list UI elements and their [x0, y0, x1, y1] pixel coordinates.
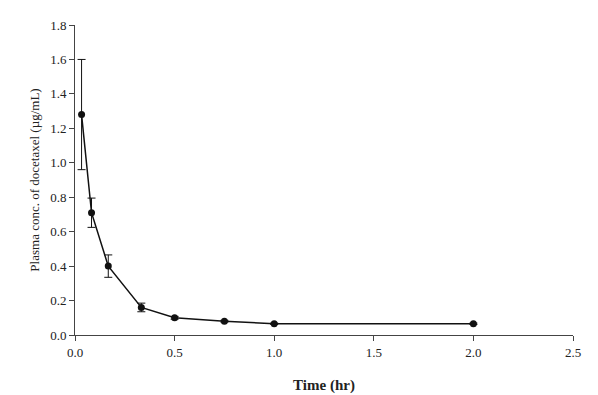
svg-text:1.0: 1.0	[50, 155, 66, 170]
svg-text:1.8: 1.8	[50, 18, 66, 33]
svg-text:Plasma conc. of docetaxel (µg/: Plasma conc. of docetaxel (µg/mL)	[27, 88, 42, 271]
svg-text:0.5: 0.5	[166, 345, 182, 360]
svg-text:Time (hr): Time (hr)	[293, 377, 355, 394]
svg-text:0.0: 0.0	[50, 328, 66, 343]
svg-text:1.5: 1.5	[366, 345, 382, 360]
svg-text:0.8: 0.8	[50, 190, 66, 205]
svg-text:1.0: 1.0	[266, 345, 282, 360]
svg-text:0.4: 0.4	[50, 259, 67, 274]
svg-text:0.2: 0.2	[50, 293, 66, 308]
svg-text:2.0: 2.0	[465, 345, 481, 360]
svg-text:1.2: 1.2	[50, 121, 66, 136]
svg-text:1.4: 1.4	[50, 86, 67, 101]
svg-text:2.5: 2.5	[565, 345, 581, 360]
svg-text:0.6: 0.6	[50, 224, 67, 239]
svg-text:1.6: 1.6	[50, 52, 67, 67]
svg-text:0.0: 0.0	[67, 345, 83, 360]
